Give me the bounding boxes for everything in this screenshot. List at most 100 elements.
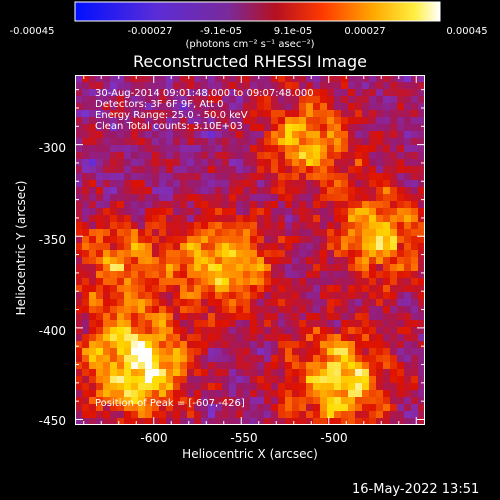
heatmap-cell: [152, 145, 160, 153]
heatmap-cell: [376, 208, 384, 216]
heatmap-cell: [383, 222, 391, 230]
heatmap-cell: [418, 103, 425, 111]
heatmap-cell: [180, 222, 188, 230]
heatmap-cell: [383, 292, 391, 300]
heatmap-cell: [229, 271, 237, 279]
heatmap-cell: [369, 201, 377, 209]
heatmap-cell: [376, 362, 384, 370]
heatmap-cell: [201, 390, 209, 398]
heatmap-cell: [243, 355, 251, 363]
heatmap-cell: [369, 264, 377, 272]
heatmap-cell: [369, 306, 377, 314]
heatmap-cell: [327, 390, 335, 398]
heatmap-cell: [110, 208, 118, 216]
heatmap-cell: [334, 236, 342, 244]
heatmap-cell: [320, 390, 328, 398]
colorbar-units: (photons cm⁻² s⁻¹ asec⁻²): [185, 39, 315, 50]
heatmap-cell: [117, 208, 125, 216]
heatmap-cell: [75, 257, 83, 265]
heatmap-cell: [306, 411, 314, 419]
heatmap-cell: [278, 208, 286, 216]
heatmap-cell: [208, 327, 216, 335]
heatmap-cell: [243, 278, 251, 286]
heatmap-cell: [243, 138, 251, 146]
heatmap-cell: [334, 131, 342, 139]
heatmap-cell: [411, 131, 419, 139]
heatmap-cell: [292, 215, 300, 223]
heatmap-cell: [152, 131, 160, 139]
heatmap-cell: [110, 194, 118, 202]
heatmap-cell: [159, 222, 167, 230]
heatmap-cell: [404, 138, 412, 146]
heatmap-cell: [397, 194, 405, 202]
heatmap-cell: [222, 124, 230, 132]
heatmap-cell: [131, 117, 139, 125]
heatmap-cell: [187, 292, 195, 300]
heatmap-cell: [355, 243, 363, 251]
heatmap-cell: [327, 355, 335, 363]
heatmap-cell: [201, 334, 209, 342]
heatmap-cell: [369, 159, 377, 167]
heatmap-cell: [159, 145, 167, 153]
heatmap-cell: [187, 271, 195, 279]
heatmap-cell: [222, 145, 230, 153]
heatmap-cell: [411, 355, 419, 363]
heatmap-cell: [320, 299, 328, 307]
heatmap-cell: [355, 194, 363, 202]
heatmap-cell: [334, 215, 342, 223]
heatmap-cell: [411, 404, 419, 412]
heatmap-cell: [383, 383, 391, 391]
heatmap-cell: [180, 110, 188, 118]
heatmap-cell: [257, 236, 265, 244]
heatmap-cell: [257, 271, 265, 279]
heatmap-cell: [180, 166, 188, 174]
heatmap-cell: [208, 306, 216, 314]
heatmap-cell: [103, 327, 111, 335]
heatmap-cell: [313, 355, 321, 363]
heatmap-cell: [82, 96, 90, 104]
heatmap-cell: [299, 236, 307, 244]
heatmap-cell: [159, 327, 167, 335]
heatmap-cell: [138, 110, 146, 118]
heatmap-cell: [75, 117, 83, 125]
heatmap-cell: [369, 376, 377, 384]
heatmap-cell: [152, 173, 160, 181]
heatmap-cell: [376, 194, 384, 202]
heatmap-cell: [201, 327, 209, 335]
heatmap-cell: [376, 117, 384, 125]
heatmap-cell: [201, 173, 209, 181]
heatmap-cell: [369, 145, 377, 153]
heatmap-cell: [264, 250, 272, 258]
heatmap-cell: [117, 362, 125, 370]
heatmap-cell: [243, 411, 251, 419]
heatmap-cell: [306, 257, 314, 265]
heatmap-cell: [110, 334, 118, 342]
heatmap-cell: [250, 271, 258, 279]
heatmap-cell: [306, 138, 314, 146]
heatmap-cell: [173, 376, 181, 384]
heatmap-cell: [355, 292, 363, 300]
heatmap-cell: [89, 257, 97, 265]
heatmap-cell: [369, 166, 377, 174]
heatmap-cell: [271, 390, 279, 398]
heatmap-cell: [187, 411, 195, 419]
heatmap-cell: [159, 313, 167, 321]
heatmap-cell: [166, 159, 174, 167]
heatmap-cell: [82, 369, 90, 377]
heatmap-cell: [82, 236, 90, 244]
heatmap-cell: [397, 355, 405, 363]
heatmap-cell: [152, 404, 160, 412]
heatmap-cell: [180, 75, 188, 83]
heatmap-cell: [229, 355, 237, 363]
heatmap-cell: [96, 299, 104, 307]
heatmap-cell: [264, 82, 272, 90]
heatmap-cell: [215, 180, 223, 188]
heatmap-cell: [369, 194, 377, 202]
heatmap-cell: [82, 243, 90, 251]
heatmap-cell: [222, 355, 230, 363]
heatmap-cell: [341, 362, 349, 370]
heatmap-cell: [215, 222, 223, 230]
heatmap-cell: [404, 75, 412, 83]
heatmap-cell: [313, 180, 321, 188]
heatmap-cell: [194, 75, 202, 83]
